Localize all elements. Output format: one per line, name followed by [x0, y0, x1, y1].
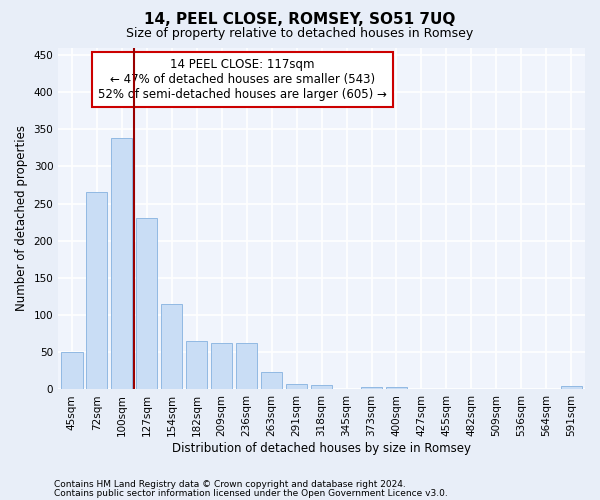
- Bar: [560, 386, 582, 390]
- Bar: [236, 344, 257, 390]
- Y-axis label: Number of detached properties: Number of detached properties: [15, 126, 28, 312]
- Bar: [161, 304, 182, 390]
- Bar: [111, 138, 133, 390]
- Bar: [186, 341, 208, 390]
- Bar: [386, 387, 407, 390]
- Bar: [311, 385, 332, 390]
- Text: Contains public sector information licensed under the Open Government Licence v3: Contains public sector information licen…: [54, 488, 448, 498]
- Bar: [286, 384, 307, 390]
- Text: 14 PEEL CLOSE: 117sqm
← 47% of detached houses are smaller (543)
52% of semi-det: 14 PEEL CLOSE: 117sqm ← 47% of detached …: [98, 58, 387, 101]
- Bar: [361, 387, 382, 390]
- Text: Contains HM Land Registry data © Crown copyright and database right 2024.: Contains HM Land Registry data © Crown c…: [54, 480, 406, 489]
- X-axis label: Distribution of detached houses by size in Romsey: Distribution of detached houses by size …: [172, 442, 471, 455]
- Bar: [61, 352, 83, 390]
- Bar: [211, 344, 232, 390]
- Bar: [86, 192, 107, 390]
- Bar: [261, 372, 282, 390]
- Bar: [136, 218, 157, 390]
- Text: Size of property relative to detached houses in Romsey: Size of property relative to detached ho…: [127, 28, 473, 40]
- Text: 14, PEEL CLOSE, ROMSEY, SO51 7UQ: 14, PEEL CLOSE, ROMSEY, SO51 7UQ: [145, 12, 455, 28]
